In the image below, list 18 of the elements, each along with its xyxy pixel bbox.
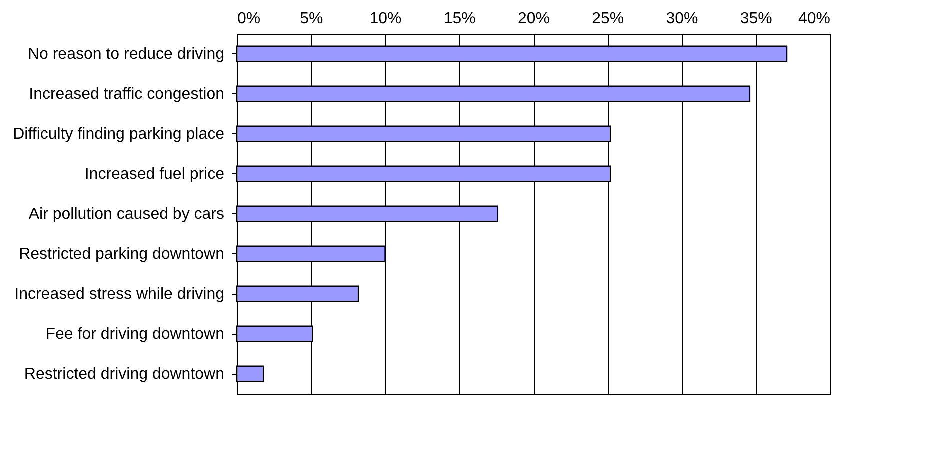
x-tick-label: 35% (740, 10, 772, 28)
x-tick-label: 10% (370, 10, 402, 28)
x-tick-label: 30% (666, 10, 698, 28)
y-tick-label: Increased fuel price (84, 166, 225, 183)
y-tick-label: Air pollution caused by cars (28, 206, 224, 223)
x-tick-label: 0% (238, 10, 261, 28)
y-tick-label: Restricted driving downtown (24, 366, 224, 383)
y-tick-label: Increased stress while driving (14, 286, 224, 303)
y-tick-label: Restricted parking downtown (19, 246, 224, 263)
y-tick-label: Difficulty finding parking place (13, 126, 225, 143)
y-tick-label: Increased traffic congestion (29, 86, 224, 103)
x-tick-label: 15% (444, 10, 476, 28)
x-tick-label: 25% (592, 10, 624, 28)
y-tick-label: No reason to reduce driving (28, 46, 224, 63)
y-tick-label: Fee for driving downtown (46, 326, 224, 343)
x-tick-label: 5% (300, 10, 324, 28)
x-tick-label: 40% (798, 10, 830, 28)
x-tick-label: 20% (518, 10, 550, 28)
